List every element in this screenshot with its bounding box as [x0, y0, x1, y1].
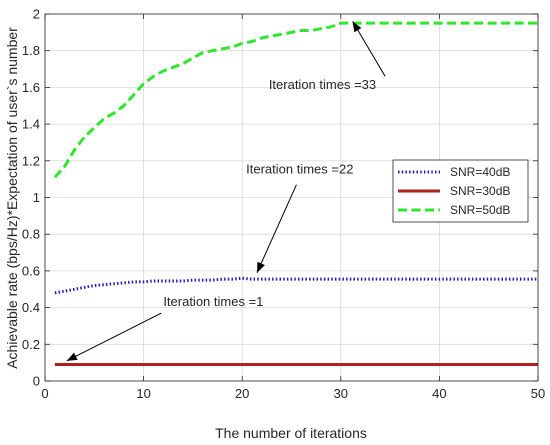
y-tick-label: 1.6	[22, 80, 40, 95]
y-axis-title: Achievable rate (bps/Hz)*Expectation of …	[4, 27, 20, 369]
y-tick-label: 0.8	[22, 227, 40, 242]
annotation-arrow-line	[66, 312, 162, 362]
annotation-arrow-head	[66, 352, 78, 361]
axis-ticks: 0 10 20 30 40 50 0 0.2 0.4 0.6 0.8 1 1.2 1.4 1.6 1.8 2	[22, 7, 545, 402]
annotation-label: Iteration times =1	[163, 294, 263, 309]
x-tick-label: 30	[334, 386, 348, 401]
series-line-snr-40db	[54, 276, 538, 295]
x-axis-title: The number of iterations	[215, 425, 367, 441]
annotation-arrow-head	[352, 21, 362, 33]
legend-label-snr40: SNR=40dB	[450, 165, 510, 179]
x-tick-label: 20	[235, 386, 249, 401]
y-tick-label: 1.8	[22, 43, 40, 58]
y-tick-label: 0	[33, 374, 40, 389]
x-tick-label: 0	[41, 386, 48, 401]
x-tick-label: 50	[531, 386, 545, 401]
y-tick-label: 1.2	[22, 153, 40, 168]
y-tick-label: 0.2	[22, 337, 40, 352]
annotations: Iteration times =33 Iteration times =22 It…	[66, 21, 386, 362]
x-tick-label: 40	[432, 386, 446, 401]
legend: SNR=40dB SNR=30dB SNR=50dB	[392, 159, 529, 223]
x-tick-label: 10	[136, 386, 150, 401]
y-tick-label: 1	[33, 190, 40, 205]
annotation-arrow-line	[352, 21, 386, 77]
annotation-label: Iteration times =22	[246, 162, 353, 177]
y-tick-label: 2	[33, 7, 40, 22]
annotation-label: Iteration times =33	[269, 77, 376, 92]
legend-label-snr30: SNR=30dB	[450, 184, 510, 198]
y-tick-label: 0.4	[22, 300, 40, 315]
annotation-arrow-line	[256, 184, 297, 273]
legend-label-snr50: SNR=50dB	[450, 203, 510, 217]
series-lines	[53, 21, 538, 366]
y-tick-label: 1.4	[22, 117, 40, 132]
annotation-arrow-head	[256, 261, 265, 273]
y-tick-label: 0.6	[22, 263, 40, 278]
